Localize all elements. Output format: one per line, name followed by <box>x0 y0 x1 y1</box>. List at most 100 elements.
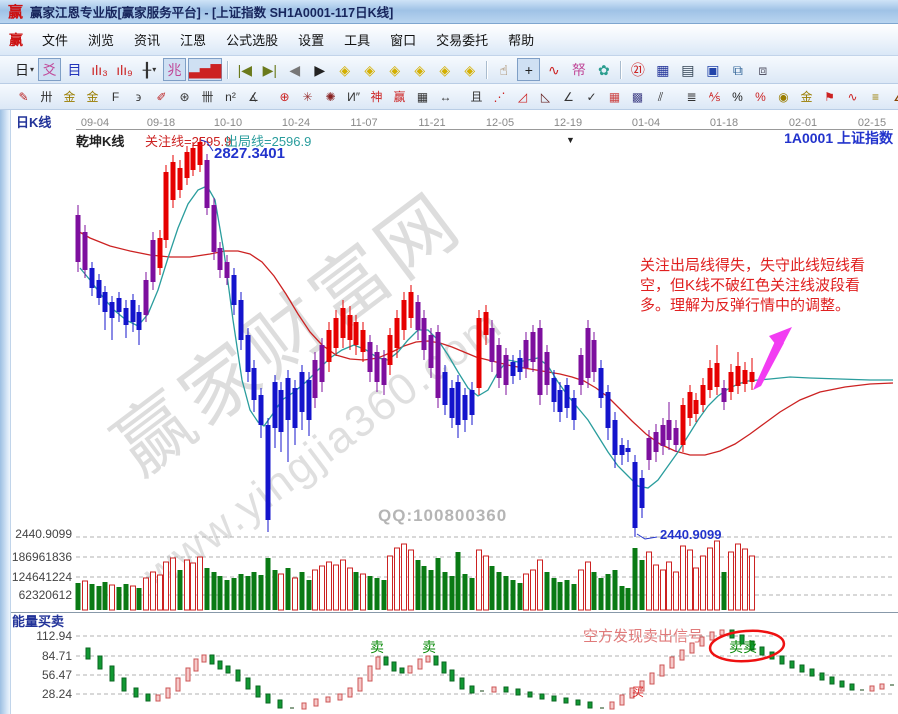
gann-left-button[interactable]: ◈ <box>333 58 356 81</box>
n2-tool-button[interactable]: n² <box>220 87 241 107</box>
kline-period-button[interactable]: 日 ▾ <box>13 58 36 81</box>
svg-text:02-01: 02-01 <box>789 117 817 129</box>
calendar-button[interactable]: ㉑ <box>626 58 649 81</box>
remote-button[interactable]: ⧈ <box>751 58 774 81</box>
bars-3-button[interactable]: ılı₃ <box>88 58 111 81</box>
brush2-tool-icon: ✐ <box>156 89 167 104</box>
svg-text:11-21: 11-21 <box>418 117 445 129</box>
comb2-grid-button[interactable]: 卌 <box>197 87 218 107</box>
spider-web-icon: ✺ <box>325 89 336 104</box>
gold-section-button[interactable]: 金 <box>82 87 103 107</box>
gann11-button[interactable]: И″ <box>343 87 364 107</box>
toolbar-separator <box>227 60 229 79</box>
bars-9-button[interactable]: ılı₉ <box>113 58 136 81</box>
last-bar-icon: ▶| <box>262 61 278 78</box>
target-tool-button[interactable]: ⊕ <box>274 87 295 107</box>
angle-measure-button[interactable]: ∿ <box>542 58 565 81</box>
save-button[interactable]: ▣ <box>701 58 724 81</box>
hand-tool-button[interactable]: ☝ <box>492 58 515 81</box>
compass-tool-button[interactable]: ⊛ <box>174 87 195 107</box>
single-candle-icon: ╂ <box>142 61 152 78</box>
sell-signal-circle <box>708 629 786 663</box>
first-bar-button[interactable]: |◀ <box>233 58 256 81</box>
gold-ratio-button[interactable]: 金 <box>59 87 80 107</box>
comb2-grid-icon: 卌 <box>201 89 214 104</box>
red-grid-button[interactable]: ▦ <box>604 87 625 107</box>
next-bar-button[interactable]: ▶ <box>308 58 331 81</box>
percent-line-button[interactable]: % <box>750 87 771 107</box>
calculator-button[interactable]: ▦ <box>651 58 674 81</box>
gann-right-button[interactable]: ◈ <box>358 58 381 81</box>
candle-flag-button[interactable]: ⚑ <box>819 87 840 107</box>
menu-item-4[interactable]: 公式选股 <box>226 33 279 48</box>
single-candle-button[interactable]: ╂ ▾ <box>138 58 161 81</box>
parallel-button[interactable]: ⫽ <box>650 87 671 107</box>
gold-line-button[interactable]: 金 <box>796 87 817 107</box>
menu-item-0[interactable]: 文件 <box>42 33 69 48</box>
brush-tool-button[interactable]: ✎ <box>13 87 34 107</box>
network-button[interactable]: ⧉ <box>726 58 749 81</box>
qiankun-pattern-button[interactable]: 爻 <box>38 58 61 81</box>
star-web-button[interactable]: ✳ <box>297 87 318 107</box>
analyst-annotation: 关注出局线得失，失守此线短线看空，但K线不破红色关注线波段看多。理解为反弹行情中… <box>640 257 865 390</box>
gann-expand-button[interactable]: ◈ <box>383 58 406 81</box>
v-check-button[interactable]: ✓ <box>581 87 602 107</box>
crosshair-tool-button[interactable]: + <box>517 58 541 81</box>
main-toolbar: 日 ▾ 爻目 ılı₃ ılı₉ ╂ ▾ 兆 ▃▅▇ |◀ ▶| ◀ ▶ ◈ ◈ ◈ ◈ ◈ ◈ ☝ + ∿ 帑 ✿ ㉑ ▦ ▤ ▣ ⧉… <box>0 56 898 84</box>
ying-tool-button[interactable]: 赢 <box>389 87 410 107</box>
fan-box2-button[interactable]: ◺ <box>535 87 556 107</box>
menu-item-3[interactable]: 江恩 <box>180 33 207 48</box>
svg-text:11-07: 11-07 <box>350 117 377 129</box>
menu-item-5[interactable]: 设置 <box>298 33 325 48</box>
menu-item-7[interactable]: 窗口 <box>390 33 417 48</box>
a-wave-button[interactable]: ∿ <box>842 87 863 107</box>
gann-all-button[interactable]: ◈ <box>458 58 481 81</box>
gann-right-icon: ◈ <box>364 61 376 78</box>
angle2-button[interactable]: ∠ <box>888 87 898 107</box>
info-panel-button[interactable]: 目 <box>63 58 86 81</box>
gann-cross-icon: ◈ <box>439 61 451 78</box>
svg-text:买: 买 <box>632 685 644 699</box>
five-wave-button[interactable]: ϶ <box>128 87 149 107</box>
comb-grid-icon: 卅 <box>40 89 53 104</box>
pattern-scan-button[interactable]: 兆 <box>163 58 186 81</box>
grid123-button[interactable]: ▦ <box>412 87 433 107</box>
last-bar-button[interactable]: ▶| <box>258 58 281 81</box>
knot-tool-button[interactable]: ✿ <box>592 58 615 81</box>
menu-item-6[interactable]: 工具 <box>344 33 371 48</box>
menu-item-8[interactable]: 交易委托 <box>436 33 489 48</box>
list123-button[interactable]: ≣ <box>681 87 702 107</box>
menu-item-1[interactable]: 浏览 <box>88 33 115 48</box>
gann-compress-button[interactable]: ◈ <box>408 58 431 81</box>
gann-cross-button[interactable]: ◈ <box>433 58 456 81</box>
kline-chart-canvas[interactable]: 赢家财富网www.yingjia360.comQQ:10080036009-04… <box>0 110 898 714</box>
menu-item-9[interactable]: 帮助 <box>508 33 535 48</box>
histogram-button[interactable]: ▃▅▇ <box>188 58 223 81</box>
percent-box-button[interactable]: ⅍ <box>704 87 725 107</box>
fan-line-button[interactable]: ⋰ <box>489 87 510 107</box>
fan-box-button[interactable]: ◿ <box>512 87 533 107</box>
width-tool-button[interactable]: ↔ <box>435 87 456 107</box>
comb-grid-button[interactable]: 卅 <box>36 87 57 107</box>
f-grid-button[interactable]: F <box>105 87 126 107</box>
svg-text:空，但K线不破红色关注线波段看: 空，但K线不破红色关注线波段看 <box>640 277 860 294</box>
prev-bar-button[interactable]: ◀ <box>283 58 306 81</box>
notes-button[interactable]: ▤ <box>676 58 699 81</box>
a-angle-button[interactable]: ∡ <box>243 87 264 107</box>
ying-tool-icon: 赢 <box>393 89 406 104</box>
pillar-tool-button[interactable]: 且 <box>466 87 487 107</box>
gold-circle-button[interactable]: ◉ <box>773 87 794 107</box>
spider-web-button[interactable]: ✺ <box>320 87 341 107</box>
angle-lines-button[interactable]: ∠ <box>558 87 579 107</box>
percent-button[interactable]: % <box>727 87 748 107</box>
pillar-tool-icon: 且 <box>470 89 483 104</box>
svg-text:124641224: 124641224 <box>12 570 72 584</box>
svg-text:112.94: 112.94 <box>36 629 72 643</box>
pink-gann-tool-button[interactable]: 帑 <box>567 58 590 81</box>
brush2-tool-button[interactable]: ✐ <box>151 87 172 107</box>
gold-bar-button[interactable]: ≡ <box>865 87 886 107</box>
blue-grid-button[interactable]: ▩ <box>627 87 648 107</box>
shen-tool-button[interactable]: 神 <box>366 87 387 107</box>
menu-item-2[interactable]: 资讯 <box>134 33 161 48</box>
